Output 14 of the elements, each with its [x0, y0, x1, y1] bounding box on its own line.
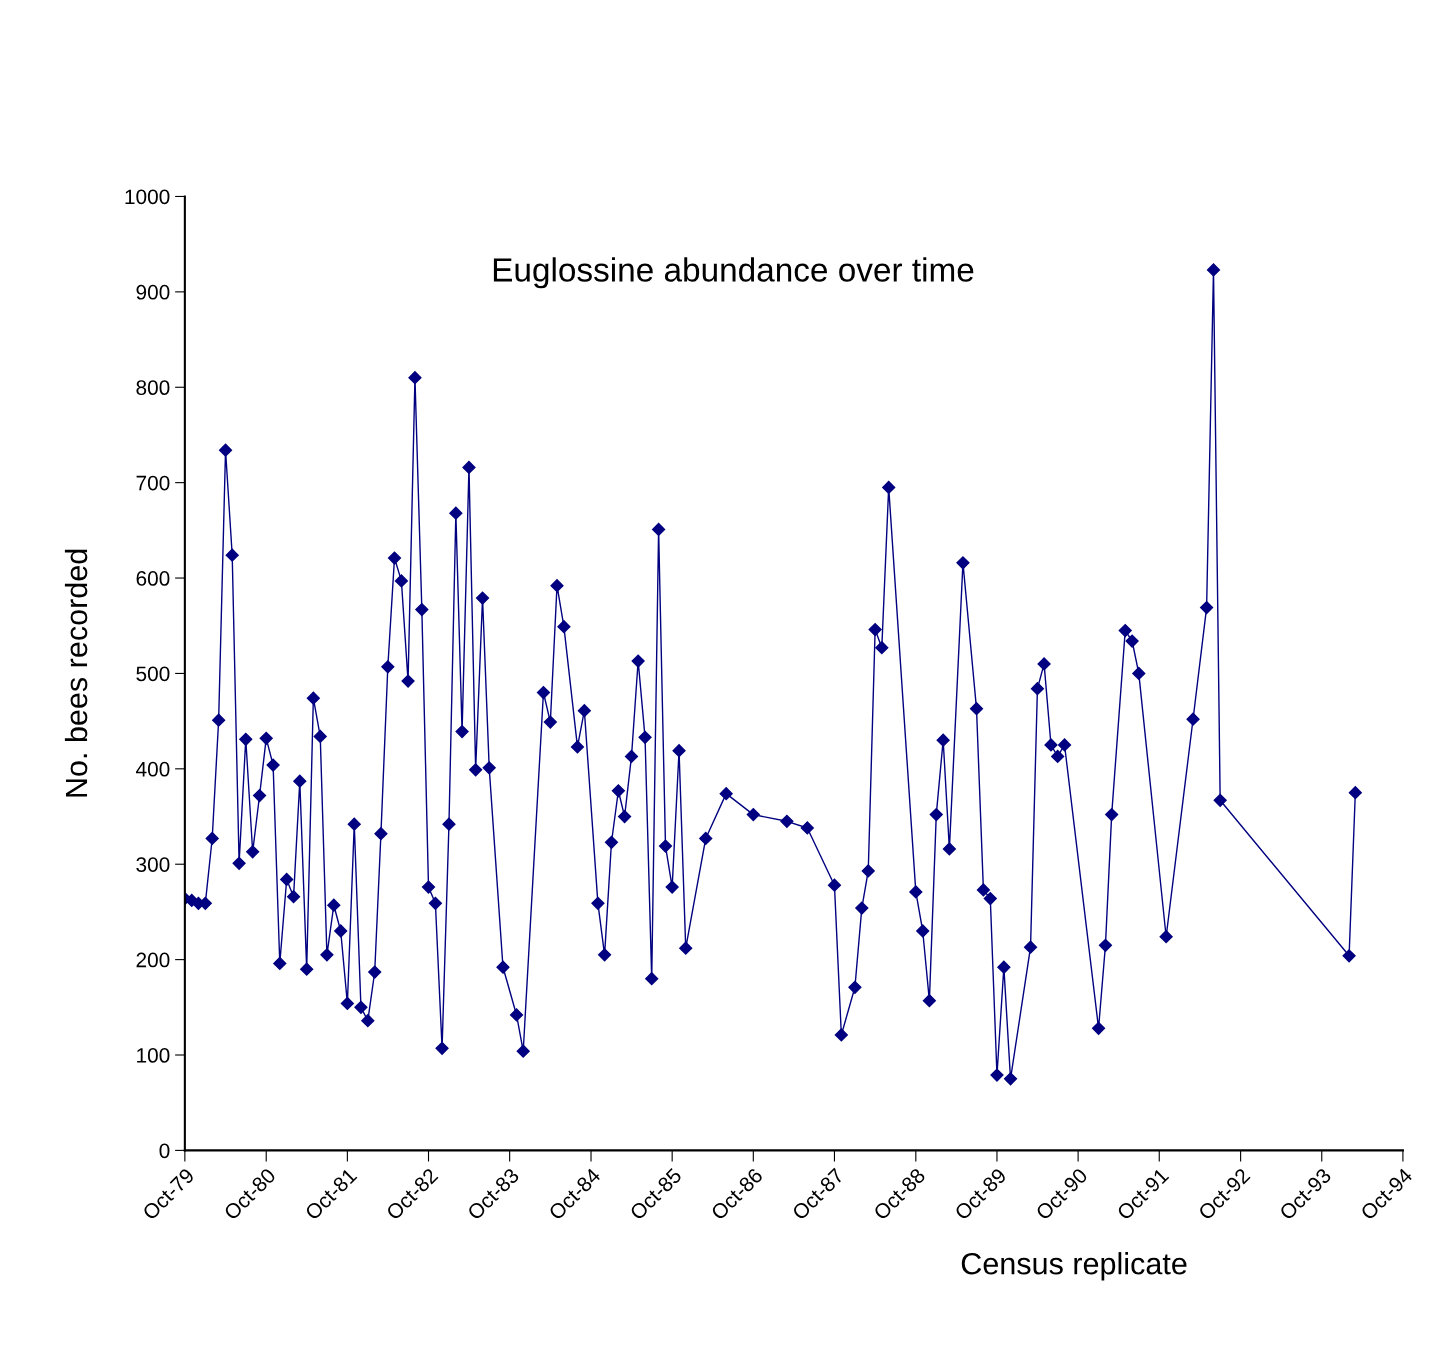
- y-tick-label: 400: [136, 761, 170, 777]
- y-tick-label: 900: [136, 284, 170, 300]
- y-tick-label: 800: [136, 380, 170, 396]
- y-tick-label: 700: [136, 475, 170, 491]
- y-tick-label: 500: [136, 666, 170, 682]
- x-axis-title: Census replicate: [961, 1252, 1187, 1281]
- text: Euglossine abundance over time: [493, 257, 974, 289]
- y-tick-label: 600: [136, 571, 170, 586]
- y-tick-label: 100: [137, 1048, 170, 1063]
- y-tick-label: 0: [159, 1143, 170, 1159]
- y-tick-label: 1000: [125, 189, 170, 205]
- y-tick-label: 300: [136, 857, 170, 872]
- y-axis-title: No. bees recorded: [64, 549, 88, 797]
- y-tick-label: 200: [136, 952, 170, 968]
